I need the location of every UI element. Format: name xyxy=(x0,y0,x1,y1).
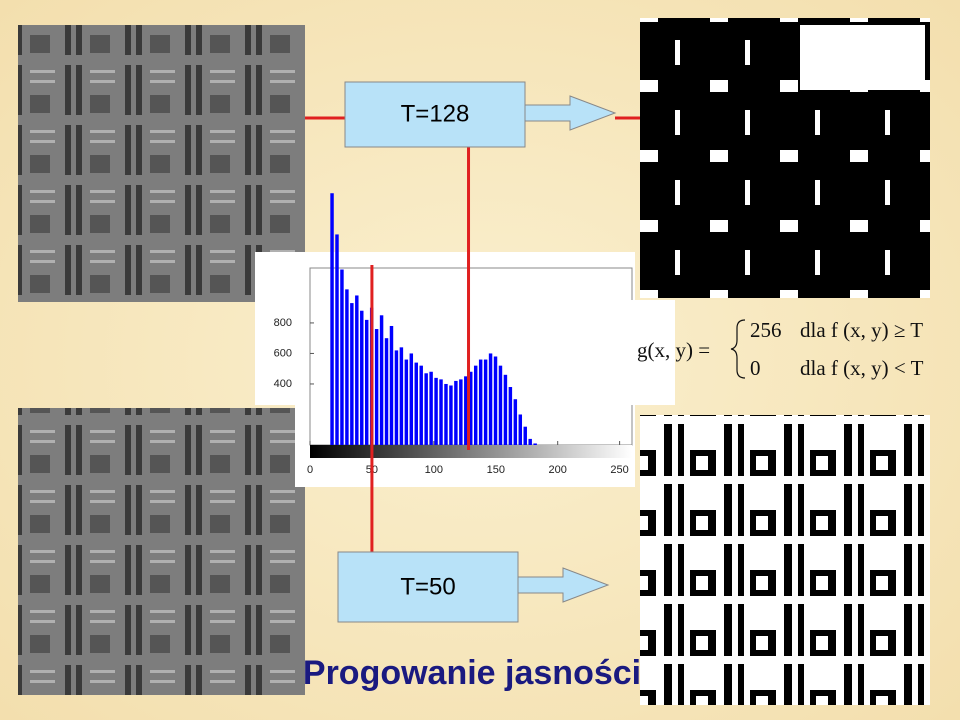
histogram-bar xyxy=(513,399,518,445)
arrow xyxy=(524,95,617,131)
x-tick-label: 150 xyxy=(487,464,505,476)
histogram-bar xyxy=(493,356,498,445)
histogram-bar xyxy=(379,315,384,445)
histogram-bar xyxy=(488,353,493,445)
histogram-bar xyxy=(394,350,399,445)
histogram-bar xyxy=(409,353,414,445)
histogram-bar xyxy=(473,365,478,445)
white-region xyxy=(800,25,925,90)
histogram-bar xyxy=(429,371,433,445)
histogram-bar xyxy=(330,193,334,445)
x-tick-label: 250 xyxy=(610,464,628,476)
x-tick-label: 200 xyxy=(549,464,567,476)
formula-low-condition: dla f (x, y) < T xyxy=(800,356,924,380)
histogram-bar xyxy=(360,310,364,445)
brace xyxy=(730,319,746,379)
histogram-bar xyxy=(483,359,488,445)
histogram-bar xyxy=(340,269,344,445)
histogram-bar xyxy=(454,380,458,445)
histogram-bar xyxy=(523,426,527,445)
formula-panel xyxy=(630,300,675,405)
histogram-panel xyxy=(255,252,635,405)
histogram-bar xyxy=(419,365,423,445)
y-tick-label: 800 xyxy=(274,317,292,329)
histogram-bar xyxy=(374,329,379,445)
histogram-bar xyxy=(399,347,404,445)
gray-scale-bar xyxy=(310,445,632,458)
formula-high-condition: dla f (x, y) ≥ T xyxy=(800,318,923,342)
histogram-bar xyxy=(434,377,438,445)
histogram-bar xyxy=(364,319,369,445)
box-low xyxy=(337,551,519,623)
histogram-bar xyxy=(335,234,339,445)
threshold-image-50 xyxy=(640,415,930,705)
histogram-bar xyxy=(389,325,394,445)
histogram-bar xyxy=(469,371,473,445)
histogram-bar xyxy=(459,379,463,445)
box-high-label: T=128 xyxy=(401,100,470,127)
histogram-bar xyxy=(508,387,513,445)
histogram-bar xyxy=(498,365,503,445)
formula-low-value: 0 xyxy=(750,356,761,380)
histogram-bar xyxy=(350,303,354,445)
histogram-bar xyxy=(503,374,508,445)
x-tick-label: 100 xyxy=(425,464,443,476)
formula-high-value: 256 xyxy=(750,318,782,342)
histogram-bar xyxy=(444,383,448,445)
x-tick-label: 0 xyxy=(307,464,313,476)
histogram-bar xyxy=(355,295,359,445)
histogram-bar xyxy=(404,359,409,445)
box-high xyxy=(344,81,526,148)
original-image xyxy=(18,408,305,695)
y-tick-label: 400 xyxy=(274,378,292,390)
histogram-bar xyxy=(464,376,468,445)
formula-lhs: g(x, y) = xyxy=(637,338,710,362)
histogram-bar xyxy=(439,379,443,445)
histogram-bar xyxy=(345,289,349,445)
histogram-bar xyxy=(424,373,428,445)
y-tick-label: 600 xyxy=(274,347,292,359)
histogram-bar xyxy=(414,362,418,445)
histogram-bar xyxy=(478,359,483,445)
histogram-bar xyxy=(528,438,532,445)
histogram-bar xyxy=(449,385,453,445)
histogram-bar xyxy=(533,443,537,445)
slide-title: Progowanie jasności xyxy=(303,654,641,692)
threshold-lines xyxy=(305,116,640,552)
arrow xyxy=(517,567,610,603)
histogram-bar xyxy=(384,338,389,445)
box-low-label: T=50 xyxy=(400,573,455,600)
histogram-bar xyxy=(518,414,523,445)
